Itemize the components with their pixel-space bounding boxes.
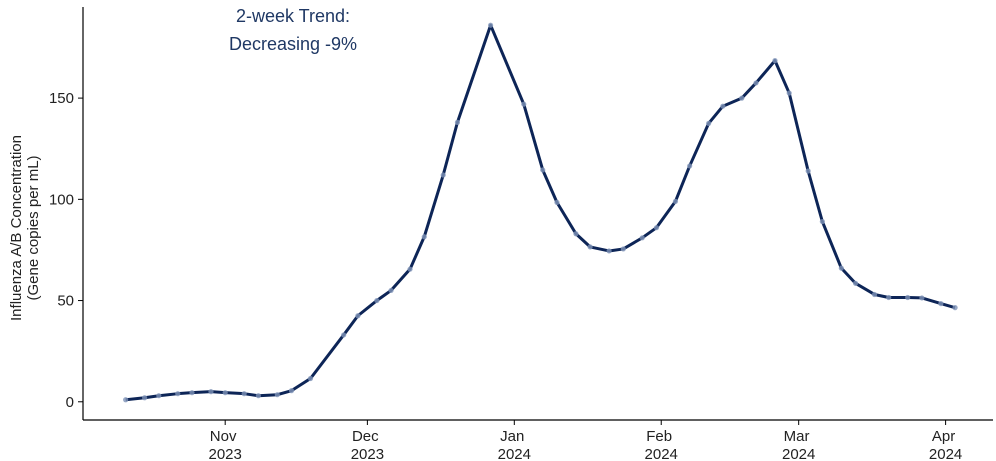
data-point bbox=[905, 294, 911, 301]
data-point bbox=[952, 305, 958, 311]
data-point bbox=[388, 287, 394, 294]
data-point bbox=[374, 297, 380, 304]
data-point bbox=[307, 375, 314, 382]
data-point bbox=[639, 235, 645, 241]
data-point bbox=[772, 58, 778, 64]
y-tick-label: 150 bbox=[49, 90, 74, 107]
annotation: 2-week Trend: bbox=[236, 6, 350, 26]
data-point bbox=[687, 163, 693, 169]
data-point bbox=[288, 388, 295, 394]
data-point bbox=[805, 168, 811, 174]
x-tick-label: Jan 2024 bbox=[498, 428, 531, 461]
data-point bbox=[919, 295, 925, 301]
data-point bbox=[488, 22, 494, 28]
data-point bbox=[653, 225, 660, 231]
data-point bbox=[886, 294, 892, 301]
data-point bbox=[606, 248, 612, 254]
data-point bbox=[123, 397, 129, 403]
data-point bbox=[720, 103, 726, 109]
x-tick-label: Nov 2023 bbox=[209, 428, 242, 461]
data-point bbox=[938, 300, 944, 307]
y-tick-label: 50 bbox=[57, 293, 74, 310]
data-point bbox=[274, 392, 280, 398]
y-tick-label: 100 bbox=[49, 191, 74, 208]
data-point bbox=[241, 391, 247, 397]
data-point bbox=[620, 246, 626, 252]
y-axis-label: (Gene copies per mL) bbox=[25, 155, 42, 300]
annotation: Decreasing -9% bbox=[229, 34, 357, 54]
y-tick-label: 0 bbox=[66, 394, 74, 411]
data-point bbox=[222, 390, 228, 396]
data-point bbox=[175, 391, 181, 397]
data-point bbox=[454, 119, 461, 125]
data-point bbox=[255, 393, 261, 399]
data-point bbox=[587, 244, 593, 250]
data-point bbox=[672, 198, 679, 204]
x-tick-label: Feb 2024 bbox=[645, 428, 678, 461]
y-axis-label: Influenza A/B Concentration bbox=[8, 135, 25, 321]
data-point bbox=[819, 218, 825, 225]
data-point bbox=[521, 101, 527, 107]
data-point bbox=[554, 199, 560, 205]
data-point bbox=[142, 395, 148, 401]
data-point bbox=[871, 291, 878, 298]
data-point bbox=[540, 167, 546, 173]
data-point bbox=[739, 95, 745, 101]
data-point bbox=[407, 266, 413, 272]
data-point bbox=[421, 234, 427, 240]
data-point bbox=[355, 313, 361, 319]
data-point bbox=[838, 265, 844, 271]
series-line bbox=[125, 23, 956, 402]
x-tick-label: Apr 2024 bbox=[929, 428, 962, 461]
data-point bbox=[341, 332, 347, 338]
x-tick-label: Dec 2023 bbox=[351, 428, 384, 461]
x-tick-label: Mar 2024 bbox=[782, 428, 815, 461]
data-point bbox=[189, 390, 195, 396]
data-point bbox=[753, 80, 759, 86]
data-point bbox=[208, 389, 214, 395]
data-point bbox=[440, 172, 446, 178]
data-point bbox=[706, 120, 712, 127]
data-point bbox=[786, 90, 792, 96]
data-point bbox=[573, 231, 579, 237]
data-point bbox=[156, 393, 162, 399]
data-point bbox=[852, 280, 859, 286]
